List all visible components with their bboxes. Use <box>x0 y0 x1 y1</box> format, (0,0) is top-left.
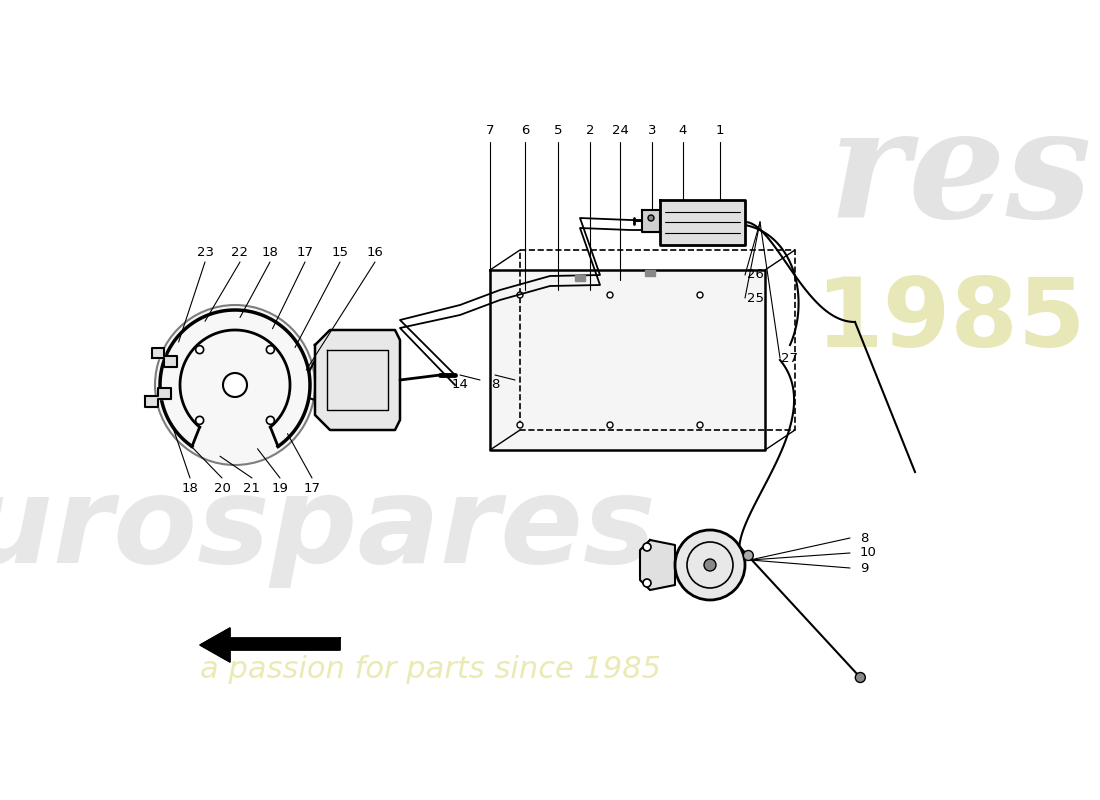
Text: 17: 17 <box>304 482 320 494</box>
Text: 14: 14 <box>452 378 469 391</box>
Text: 21: 21 <box>243 482 261 494</box>
Polygon shape <box>490 270 764 450</box>
Circle shape <box>196 416 204 424</box>
Circle shape <box>517 422 522 428</box>
Circle shape <box>223 373 248 397</box>
Circle shape <box>517 292 522 298</box>
Text: eurospares: eurospares <box>0 471 657 589</box>
Text: 9: 9 <box>860 562 868 574</box>
Bar <box>645 270 654 276</box>
Circle shape <box>607 422 613 428</box>
Text: 20: 20 <box>213 482 230 494</box>
Text: 6: 6 <box>520 123 529 137</box>
Text: 3: 3 <box>648 123 657 137</box>
Text: 8: 8 <box>860 531 868 545</box>
Text: res: res <box>828 101 1092 250</box>
Text: 16: 16 <box>366 246 384 258</box>
Circle shape <box>644 579 651 587</box>
Polygon shape <box>144 389 170 407</box>
Text: 24: 24 <box>612 123 628 137</box>
Circle shape <box>856 673 866 682</box>
Text: 10: 10 <box>860 546 877 559</box>
Text: 5: 5 <box>553 123 562 137</box>
Circle shape <box>644 543 651 551</box>
Text: 7: 7 <box>486 123 494 137</box>
Circle shape <box>704 559 716 571</box>
Text: 18: 18 <box>182 482 198 494</box>
Polygon shape <box>200 628 340 662</box>
Polygon shape <box>152 348 177 367</box>
Circle shape <box>675 530 745 600</box>
Circle shape <box>697 292 703 298</box>
Circle shape <box>266 346 274 354</box>
Text: a passion for parts since 1985: a passion for parts since 1985 <box>199 655 660 685</box>
Circle shape <box>648 215 654 221</box>
Text: 2: 2 <box>585 123 594 137</box>
Circle shape <box>155 305 315 465</box>
Text: 27: 27 <box>781 351 799 365</box>
Polygon shape <box>660 200 745 245</box>
Circle shape <box>607 292 613 298</box>
Text: 23: 23 <box>197 246 213 258</box>
Polygon shape <box>315 330 400 430</box>
Text: 25: 25 <box>747 291 763 305</box>
Text: 26: 26 <box>747 269 763 282</box>
Text: 4: 4 <box>679 123 688 137</box>
Polygon shape <box>640 540 675 590</box>
Text: 1985: 1985 <box>815 274 1086 366</box>
Text: 17: 17 <box>297 246 313 258</box>
Text: 22: 22 <box>231 246 249 258</box>
Circle shape <box>266 416 274 424</box>
Circle shape <box>697 422 703 428</box>
Text: 18: 18 <box>262 246 278 258</box>
Text: 1: 1 <box>716 123 724 137</box>
Text: 19: 19 <box>272 482 288 494</box>
Polygon shape <box>642 210 660 232</box>
Bar <box>575 275 585 281</box>
Text: 15: 15 <box>331 246 349 258</box>
Circle shape <box>744 550 754 561</box>
Text: 8: 8 <box>491 378 499 391</box>
Circle shape <box>196 346 204 354</box>
